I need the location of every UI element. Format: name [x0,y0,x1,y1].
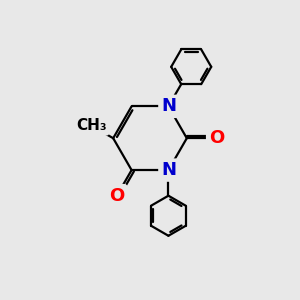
Text: N: N [161,97,176,115]
Text: O: O [208,129,224,147]
Text: N: N [161,161,176,179]
Text: CH₃: CH₃ [76,118,107,133]
Text: O: O [109,187,124,205]
